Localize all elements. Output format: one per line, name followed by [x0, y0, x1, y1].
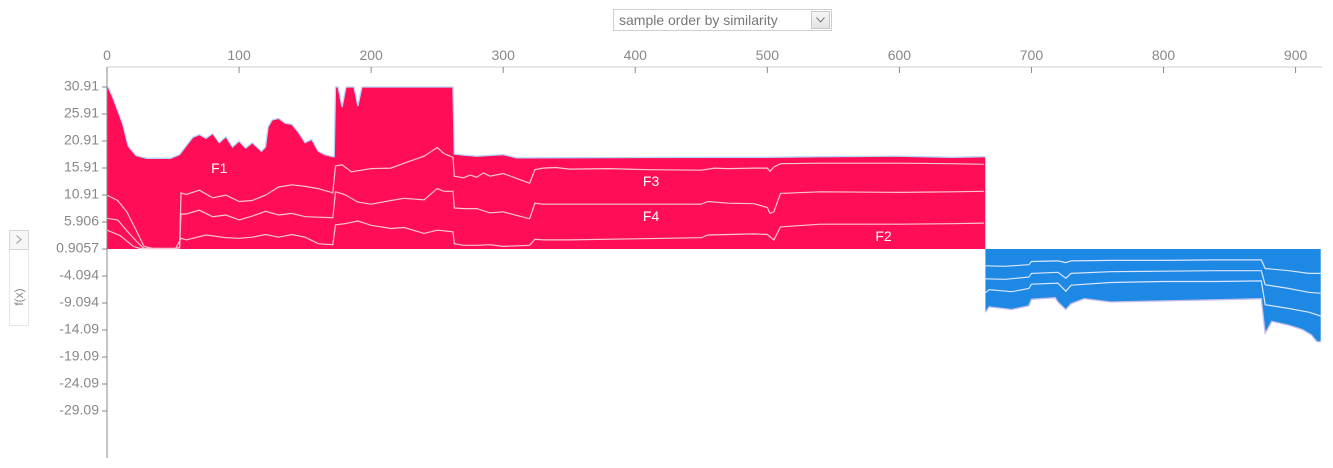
- y-axis: 30.91 25.91 20.91 15.91 10.91 5.906 0.9057 -4.0…: [56, 67, 108, 458]
- y-variable-selector[interactable]: f(x): [9, 250, 29, 326]
- x-tick-label: 400: [624, 47, 648, 63]
- x-tick-label: 800: [1152, 47, 1176, 63]
- y-tick-label: 20.91: [64, 132, 99, 148]
- feature-boundary-3: [106, 220, 984, 250]
- sample-order-select-label: sample order by similarity: [619, 12, 778, 28]
- y-tick-label: 5.906: [64, 213, 99, 229]
- positive-output-edge: [107, 86, 986, 159]
- feature-boundary-2: [106, 187, 984, 250]
- plot-labels: F1 F3 F4 F2: [211, 160, 892, 244]
- feature-label-f1: F1: [211, 160, 228, 176]
- y-tick-label: -24.09: [59, 375, 99, 391]
- x-tick-label: 0: [103, 47, 111, 63]
- y-tick-label: 15.91: [64, 159, 99, 175]
- feature-boundary-1: [106, 146, 984, 250]
- x-tick-label: 200: [359, 47, 383, 63]
- y-tick-label: -9.094: [59, 294, 99, 310]
- y-tick-label: -4.094: [59, 267, 99, 283]
- plot-lines: [106, 86, 1321, 343]
- feature-label-f3: F3: [643, 173, 660, 189]
- x-tick-label: 100: [227, 47, 251, 63]
- x-axis: 0 100 200 300 400 500 600 700 800 900: [103, 47, 1322, 73]
- y-tick-label: -14.09: [59, 321, 99, 337]
- chevron-right-icon: [16, 231, 22, 249]
- y-tick-label: -29.09: [59, 402, 99, 418]
- negative-output-edge: [984, 297, 1321, 343]
- y-tick-label: 30.91: [64, 78, 99, 94]
- negative-boundary-2: [985, 270, 1321, 294]
- sample-order-select[interactable]: sample order by similarity: [613, 9, 832, 31]
- negative-area: [985, 249, 1321, 342]
- negative-boundary-3: [985, 280, 1321, 317]
- chevron-down-icon[interactable]: [811, 11, 830, 29]
- y-tick-label: 25.91: [64, 105, 99, 121]
- y-tick-label: 10.91: [64, 186, 99, 202]
- x-tick-label: 500: [756, 47, 780, 63]
- x-tick-label: 900: [1284, 47, 1308, 63]
- panel-toggle-button[interactable]: [9, 230, 29, 250]
- plot-areas: [107, 87, 1321, 342]
- y-tick-label: -19.09: [59, 348, 99, 364]
- x-tick-label: 600: [888, 47, 912, 63]
- y-tick-label: 0.9057: [56, 240, 99, 256]
- x-tick-label: 700: [1020, 47, 1044, 63]
- negative-boundary-1: [985, 259, 1321, 274]
- feature-label-f2: F2: [875, 228, 892, 244]
- x-tick-label: 300: [492, 47, 516, 63]
- feature-label-f4: F4: [643, 208, 660, 224]
